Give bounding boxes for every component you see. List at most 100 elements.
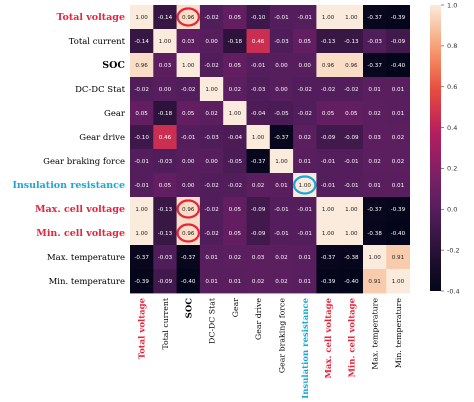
y-label-min-temperature: Min. temperature — [49, 277, 125, 287]
cell-value-r8-c0: 1.00 — [135, 207, 148, 213]
heatmap-cell-r9-c7 — [293, 221, 317, 246]
heatmap-cell-r7-c3 — [199, 173, 224, 198]
y-label-soc: SOC — [102, 60, 125, 71]
heatmap-cell-r4-c4 — [223, 101, 247, 126]
heatmap-cell-r11-c7 — [293, 269, 317, 294]
y-label-min-cell-voltage: Min. cell voltage — [36, 228, 125, 239]
cell-value-r7-c3: -0.02 — [204, 183, 218, 189]
colorbar-tick-label-0: 1.0 — [447, 1, 457, 9]
x-label-gear-drive: Gear drive — [254, 298, 263, 340]
x-label-total-voltage: Total voltage — [138, 297, 148, 359]
x-label-insulation-resistance: Insulation resistance — [301, 297, 311, 398]
heatmap-cell-r2-c2 — [176, 53, 201, 78]
heatmap-cell-r6-c10 — [363, 149, 387, 174]
cell-value-r5-c2: -0.01 — [181, 135, 196, 141]
cell-value-r0-c1: -0.14 — [158, 15, 173, 21]
heatmap-cell-r1-c6 — [269, 29, 294, 54]
heatmap-cell-r11-c8 — [316, 269, 341, 294]
cell-value-r10-c11: 0.91 — [392, 255, 405, 261]
heatmap-cell-r10-c3 — [199, 245, 224, 270]
heatmap-cell-r4-c9 — [339, 101, 364, 126]
cell-value-r8-c11: -0.39 — [391, 207, 406, 213]
cell-value-r3-c0: -0.02 — [134, 87, 148, 93]
heatmap-cell-r4-c7 — [293, 101, 317, 126]
cell-value-r5-c5: 1.00 — [252, 135, 265, 141]
heatmap-cell-r11-c3 — [199, 269, 224, 294]
heatmap-cell-r9-c4 — [223, 221, 247, 246]
heatmap-cell-r2-c0 — [130, 53, 154, 78]
cell-value-r1-c2: 0.03 — [182, 39, 195, 45]
cell-value-r1-c0: -0.14 — [134, 39, 149, 45]
heatmap-cell-r10-c8 — [316, 245, 341, 270]
cell-value-r6-c10: 0.02 — [368, 159, 380, 165]
heatmap-cell-r8-c4 — [223, 197, 247, 222]
cell-value-r4-c3: 0.02 — [205, 111, 217, 117]
cell-value-r3-c1: 0.00 — [159, 87, 172, 93]
heatmap-cell-r7-c11 — [386, 173, 410, 198]
heatmap-cell-r9-c5 — [246, 221, 271, 246]
heatmap-cell-r3-c9 — [339, 77, 364, 102]
heatmap-cell-r1-c9 — [339, 29, 364, 54]
heatmap-cell-r10-c4 — [223, 245, 247, 270]
cell-value-r6-c2: 0.00 — [182, 159, 195, 165]
cell-value-r7-c8: -0.01 — [321, 183, 336, 189]
cell-value-r2-c3: -0.02 — [204, 63, 218, 69]
heatmap-cell-r2-c4 — [223, 53, 247, 78]
cell-value-r1-c5: 0.46 — [252, 39, 265, 45]
heatmap-cell-r3-c5 — [246, 77, 271, 102]
heatmap-cell-r9-c11 — [386, 221, 410, 246]
heatmap-cell-r7-c6 — [269, 173, 294, 198]
cell-value-r7-c9: -0.01 — [344, 183, 359, 189]
cell-value-r11-c9: -0.40 — [344, 279, 359, 285]
cell-value-r1-c8: -0.13 — [321, 39, 336, 45]
heatmap-cell-r0-c6 — [269, 5, 294, 30]
heatmap-cell-r0-c5 — [246, 5, 271, 30]
heatmap-cell-r6-c2 — [176, 149, 201, 174]
cell-value-r0-c6: -0.01 — [274, 15, 289, 21]
heatmap-cell-r3-c4 — [223, 77, 247, 102]
heatmap-cell-r4-c0 — [130, 101, 154, 126]
heatmap-cell-r8-c6 — [269, 197, 294, 222]
heatmap-cell-r7-c10 — [363, 173, 387, 198]
cell-value-r6-c5: -0.37 — [251, 159, 266, 165]
cell-value-r1-c11: -0.09 — [391, 39, 406, 45]
cell-value-r7-c0: -0.01 — [134, 183, 149, 189]
heatmap-cell-r6-c6 — [269, 149, 294, 174]
heatmap-cell-r3-c10 — [363, 77, 387, 102]
heatmap-cell-r8-c11 — [386, 197, 410, 222]
x-label-total-current: Total current — [161, 297, 170, 350]
cell-value-r2-c4: 0.05 — [229, 63, 242, 69]
highlight-circle-r9-c2 — [176, 223, 201, 243]
cell-value-r9-c9: 1.00 — [345, 231, 358, 237]
cell-value-r9-c8: 1.00 — [322, 231, 335, 237]
heatmap-cell-r6-c3 — [199, 149, 224, 174]
heatmap-cell-r5-c7 — [293, 125, 317, 150]
heatmap-cell-r6-c5 — [246, 149, 271, 174]
cell-value-r5-c7: 0.02 — [299, 135, 311, 141]
heatmap-cell-r4-c10 — [363, 101, 387, 126]
cell-value-r10-c2: -0.37 — [181, 255, 196, 261]
heatmap-cell-r7-c0 — [130, 173, 154, 198]
heatmap-cell-r8-c7 — [293, 197, 317, 222]
heatmap-cell-r7-c4 — [223, 173, 247, 198]
cell-value-r5-c3: -0.03 — [204, 135, 219, 141]
cell-value-r2-c9: 0.96 — [345, 63, 358, 69]
cell-value-r5-c10: 0.03 — [368, 135, 381, 141]
highlight-circle-r0-c2 — [176, 7, 201, 27]
cell-value-r1-c10: -0.03 — [367, 39, 382, 45]
heatmap-cell-r5-c8 — [316, 125, 341, 150]
heatmap-cell-r3-c0 — [130, 77, 154, 102]
heatmap-cell-r5-c1 — [153, 125, 177, 150]
x-label-max-temperature: Max. temperature — [371, 298, 380, 370]
heatmap-cell-r11-c6 — [269, 269, 294, 294]
cell-value-r4-c1: -0.18 — [158, 111, 173, 117]
x-label-gear: Gear — [231, 298, 240, 317]
cell-value-r0-c2: 0.96 — [182, 15, 195, 21]
colorbar-tick-label-6: -0.2 — [447, 246, 460, 254]
heatmap-cell-r7-c2 — [176, 173, 201, 198]
cell-value-r1-c9: -0.13 — [344, 39, 359, 45]
cell-value-r7-c11: 0.01 — [392, 183, 405, 189]
cell-value-r8-c6: -0.01 — [274, 207, 289, 213]
heatmap-cell-r1-c3 — [199, 29, 224, 54]
cell-value-r6-c8: -0.01 — [321, 159, 336, 165]
